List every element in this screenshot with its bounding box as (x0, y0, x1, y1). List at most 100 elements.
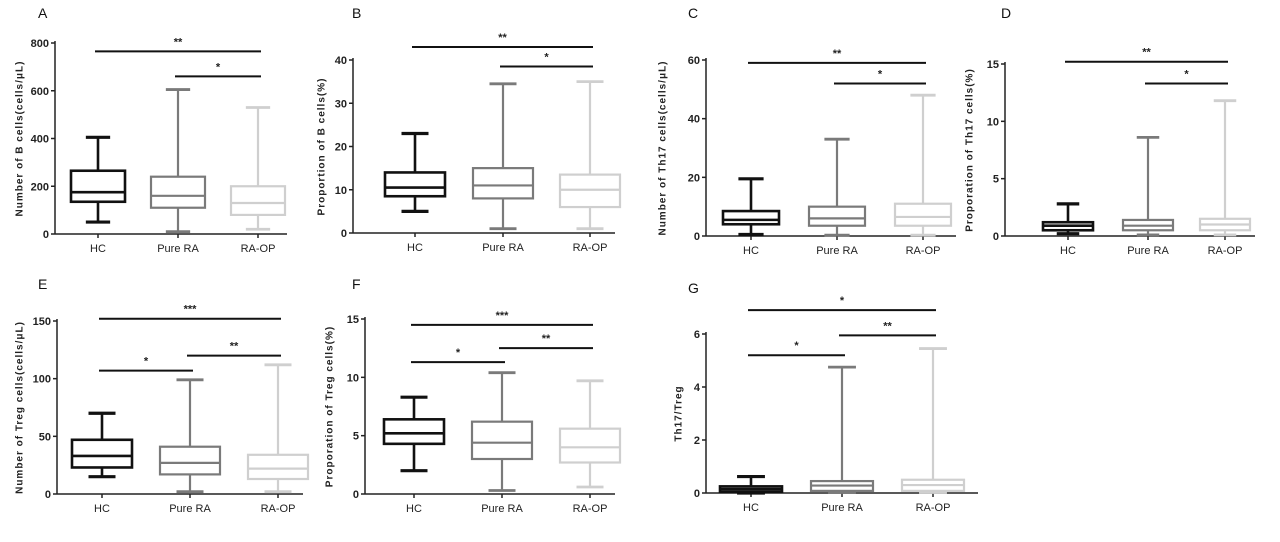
box-hc (1041, 202, 1095, 236)
x-tick-label: HC (406, 503, 422, 515)
iqr-box (69, 169, 127, 204)
x-tick-label: RA-OP (1208, 245, 1243, 257)
iqr-box (471, 167, 535, 200)
iqr-box (893, 202, 953, 227)
y-tick-label: 40 (688, 114, 700, 126)
box-hc (721, 177, 781, 237)
significance-label: ** (1142, 47, 1151, 59)
y-tick-label: 6 (694, 329, 700, 341)
panel-letter: G (688, 280, 699, 296)
significance-label: ** (833, 48, 842, 60)
y-tick-label: 30 (335, 98, 347, 110)
significance-label: ** (542, 333, 551, 345)
significance-label: ** (174, 36, 183, 48)
y-tick-label: 0 (694, 488, 700, 500)
y-tick-label: 10 (347, 372, 359, 384)
y-tick-label: 4 (694, 382, 701, 394)
box-pure-ra (809, 365, 875, 494)
significance-label: * (1184, 68, 1189, 80)
y-tick-label: 20 (688, 172, 700, 184)
significance-label: ** (498, 32, 507, 44)
y-tick-label: 0 (341, 228, 347, 240)
x-tick-label: RA-OP (906, 245, 941, 257)
x-tick-label: RA-OP (241, 243, 276, 255)
x-tick-label: HC (94, 503, 110, 515)
box-pure-ra (471, 82, 535, 231)
box-ra-op (558, 80, 622, 231)
box-hc (69, 135, 127, 224)
panel-E: E Number of Treg cells(cells/μL) 0 50 100 150… (15, 276, 310, 515)
y-tick-label: 400 (31, 134, 49, 146)
box-ra-op (1198, 99, 1252, 237)
box-hc (382, 395, 446, 473)
y-tick-label: 10 (335, 185, 347, 197)
iqr-box (70, 438, 134, 469)
x-tick-label: HC (407, 242, 423, 254)
x-tick-label: HC (743, 502, 759, 514)
panel-letter: D (1001, 5, 1011, 21)
iqr-box (558, 427, 622, 464)
x-tick-label: Pure RA (821, 502, 863, 514)
y-tick-label: 0 (694, 231, 700, 243)
iqr-box (158, 445, 222, 476)
panel-letter: E (38, 276, 47, 292)
x-tick-label: Pure RA (169, 503, 211, 515)
y-axis-label: Number of Th17 cells(cells/μL) (658, 60, 669, 235)
significance-label: *** (496, 310, 510, 322)
box-ra-op (893, 93, 953, 237)
y-tick-label: 0 (43, 229, 49, 241)
y-tick-label: 5 (993, 174, 999, 186)
panel-letter: A (38, 5, 48, 21)
y-tick-label: 2 (694, 435, 700, 447)
y-tick-label: 10 (987, 116, 999, 128)
box-ra-op (229, 106, 287, 231)
iqr-box (149, 175, 207, 209)
x-tick-label: HC (1060, 245, 1076, 257)
x-tick-label: Pure RA (157, 243, 199, 255)
y-tick-label: 0 (353, 489, 359, 501)
box-pure-ra (149, 88, 207, 234)
y-axis-label: Proporation of Treg cells(%) (325, 326, 336, 487)
iqr-box (382, 418, 446, 446)
iqr-box (383, 171, 447, 198)
panel-B: B Proportion of B cells(%) 0 10 20 30 40 HC Pure… (317, 5, 622, 254)
box-pure-ra (1121, 135, 1175, 237)
x-tick-label: Pure RA (481, 503, 523, 515)
box-ra-op (558, 379, 622, 489)
x-tick-label: RA-OP (916, 502, 951, 514)
significance-label: * (794, 340, 799, 352)
box-pure-ra (158, 378, 222, 494)
y-tick-label: 60 (688, 55, 700, 67)
y-axis-label: Number of B cells(cells/μL) (15, 61, 26, 217)
x-tick-label: RA-OP (261, 503, 296, 515)
x-tick-label: Pure RA (482, 242, 524, 254)
panel-letter: F (352, 276, 361, 292)
iqr-box (246, 453, 310, 481)
y-tick-label: 800 (31, 38, 49, 50)
box-hc (70, 411, 134, 479)
significance-label: ** (883, 320, 892, 332)
x-tick-label: RA-OP (573, 242, 608, 254)
y-tick-label: 200 (31, 181, 49, 193)
panel-F: F Proporation of Treg cells(%) 0 5 10 15 HC Pur… (325, 276, 622, 515)
y-axis-label: Th17/Treg (674, 385, 685, 441)
iqr-box (229, 185, 287, 216)
panel-letter: C (688, 5, 698, 21)
y-tick-label: 20 (335, 142, 347, 154)
significance-label: * (544, 51, 549, 63)
y-tick-label: 0 (45, 489, 51, 501)
panel-D: D Proporation of Th17 cells(%) 0 5 10 15 HC Pur… (965, 5, 1255, 257)
y-axis-label: Number of Treg cells(cells/μL) (15, 321, 26, 494)
iqr-box (721, 209, 781, 226)
y-tick-label: 100 (33, 374, 51, 386)
box-pure-ra (470, 371, 534, 492)
box-pure-ra (807, 137, 867, 237)
box-ra-op (246, 363, 310, 494)
iqr-box (807, 205, 867, 227)
panel-letter: B (352, 5, 361, 21)
box-hc (383, 131, 447, 213)
y-axis-label: Proporation of Th17 cells(%) (965, 68, 976, 232)
significance-label: * (216, 61, 221, 73)
